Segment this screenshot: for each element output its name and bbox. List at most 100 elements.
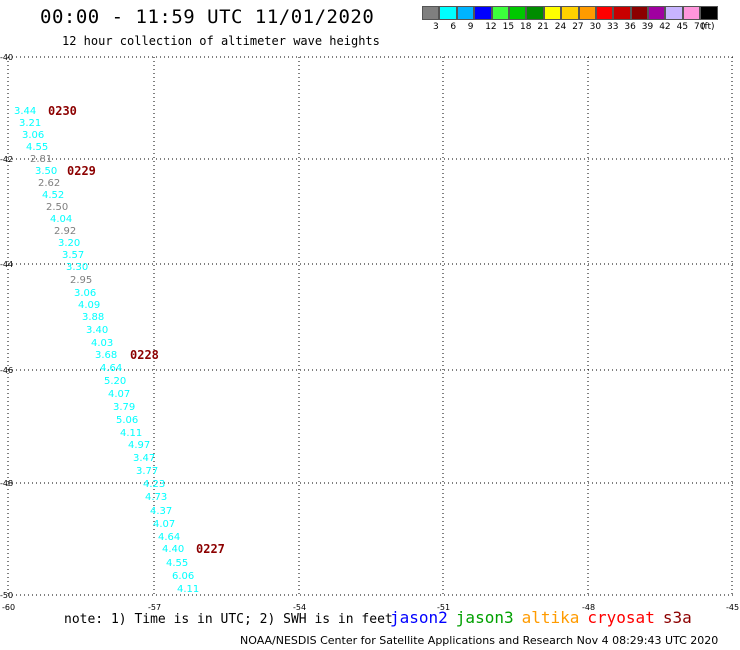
wave-height-observations: 3.443.213.064.552.813.502.624.522.504.04…: [14, 106, 199, 595]
legend-item-altika: altika: [521, 608, 580, 627]
longitude-tick-label: -57: [148, 603, 161, 612]
longitude-tick-label: -60: [2, 603, 15, 612]
legend-item-cryosat: cryosat: [587, 608, 655, 627]
color-swatch: [578, 6, 596, 20]
color-swatch: [630, 6, 649, 20]
latitude-tick-labels: -40 -42 -44 -46 -48 -50: [0, 53, 13, 600]
color-scale-label: 33: [607, 22, 619, 32]
wave-height-label: 3.44: [14, 106, 36, 117]
wave-height-label: 4.37: [150, 506, 172, 517]
wave-height-label: 2.92: [54, 226, 76, 237]
wave-height-label: 4.64: [158, 532, 180, 543]
wave-height-label: 4.03: [91, 338, 113, 349]
wave-height-label: 4.55: [26, 142, 48, 153]
wave-height-label: 3.06: [74, 288, 96, 299]
page-subtitle: 12 hour collection of altimeter wave hei…: [62, 34, 380, 48]
wave-height-label: 3.68: [95, 350, 117, 361]
wave-height-label: 2.95: [70, 275, 92, 286]
pass-time-label: 0227: [196, 542, 225, 556]
wave-height-label: 3.40: [86, 325, 108, 336]
wave-height-label: 3.79: [113, 402, 135, 413]
latitude-tick-label: -44: [0, 260, 13, 269]
color-swatch: [422, 6, 440, 20]
legend-item-s3a: s3a: [662, 608, 692, 627]
color-scale-label: 27: [572, 22, 584, 32]
latitude-tick-label: -48: [0, 479, 13, 488]
color-swatch: [648, 6, 666, 20]
color-swatch: [613, 6, 631, 20]
longitude-tick-label: -45: [726, 603, 739, 612]
wave-height-label: 5.20: [104, 376, 126, 387]
longitude-tick-labels: -60 -57 -54 -51 -48 -45: [2, 603, 739, 612]
wave-height-label: 4.11: [120, 428, 142, 439]
color-swatch: [439, 6, 457, 20]
pass-time-label: 0228: [130, 348, 159, 362]
wave-height-label: 6.06: [172, 571, 194, 582]
wave-height-label: 3.21: [19, 118, 41, 129]
legend-item-jason3: jason3: [455, 608, 514, 627]
longitude-tick-label: -51: [437, 603, 450, 612]
footer-credit: NOAA/NESDIS Center for Satellite Applica…: [240, 634, 719, 647]
wave-height-label: 4.04: [50, 214, 72, 225]
wave-height-label: 3.88: [82, 312, 104, 323]
longitude-tick-label: -54: [293, 603, 306, 612]
color-swatch: [665, 6, 683, 20]
wave-height-label: 5.06: [116, 415, 138, 426]
wave-height-label: 4.52: [42, 190, 64, 201]
wave-height-label: 4.07: [153, 519, 175, 530]
wave-height-label: 2.62: [38, 178, 60, 189]
wave-height-label: 4.09: [78, 300, 100, 311]
latitude-tick-label: -46: [0, 366, 13, 375]
color-swatch: [456, 6, 475, 20]
color-scale-labels: 3 6 9 12 15 18 21 24 27 30 33 36 39 42 45 70 (ft): [422, 22, 740, 36]
wave-height-label: 4.07: [108, 389, 130, 400]
pass-time-labels: 0230 0229 0228 0227: [48, 104, 225, 556]
wave-height-label: 4.64: [100, 363, 122, 374]
color-swatch: [543, 6, 562, 20]
color-scale-label: 30: [589, 22, 602, 32]
latitude-tick-label: -50: [0, 591, 13, 600]
color-swatch: [526, 6, 544, 20]
longitude-tick-label: -48: [582, 603, 595, 612]
color-scale-label: 24: [554, 22, 567, 32]
wave-height-label: 4.73: [145, 492, 167, 503]
color-swatch: [474, 6, 492, 20]
wave-height-label: 4.40: [162, 544, 184, 555]
wave-height-label: 3.06: [22, 130, 44, 141]
color-scale-label: 36: [624, 22, 636, 32]
color-scale-label: 42: [659, 22, 671, 32]
color-swatch: [700, 6, 718, 20]
color-scale-label: 18: [520, 22, 532, 32]
wave-height-label: 4.55: [166, 558, 188, 569]
color-scale-label: 70: [694, 22, 706, 32]
color-scale-label: 45: [676, 22, 689, 32]
color-swatch: [682, 6, 701, 20]
wave-height-label: 2.50: [46, 202, 68, 213]
color-scale-label: 21: [537, 22, 549, 32]
color-scale-label: 12: [485, 22, 497, 32]
wave-height-label: 2.81: [30, 154, 52, 165]
color-scale-label: 3: [433, 22, 439, 32]
latitude-tick-label: -40: [0, 53, 13, 62]
color-scale-label: 15: [502, 22, 515, 32]
color-swatch: [491, 6, 509, 20]
wave-height-label: 3.47: [133, 453, 155, 464]
pass-time-label: 0229: [67, 164, 96, 178]
units-note: note: 1) Time is in UTC; 2) SWH is in fe…: [64, 612, 393, 627]
color-swatch: [595, 6, 614, 20]
wave-height-label: 3.30: [66, 262, 88, 273]
satellite-legend: jason2 jason3 altika cryosat s3a: [390, 608, 692, 627]
wave-height-label: 4.11: [177, 584, 199, 595]
color-scale-label: 6: [450, 22, 457, 32]
color-swatch: [508, 6, 527, 20]
color-scale-label: (ft): [701, 22, 715, 32]
color-scale-label: 9: [467, 22, 474, 32]
pass-time-label: 0230: [48, 104, 77, 118]
wave-height-label: 3.50: [35, 166, 57, 177]
color-scale-label: 39: [641, 22, 654, 32]
legend-item-jason2: jason2: [390, 608, 448, 627]
map-grid: [7, 56, 735, 597]
wave-height-label: 3.57: [62, 250, 84, 261]
wave-height-label: 4.97: [128, 440, 150, 451]
